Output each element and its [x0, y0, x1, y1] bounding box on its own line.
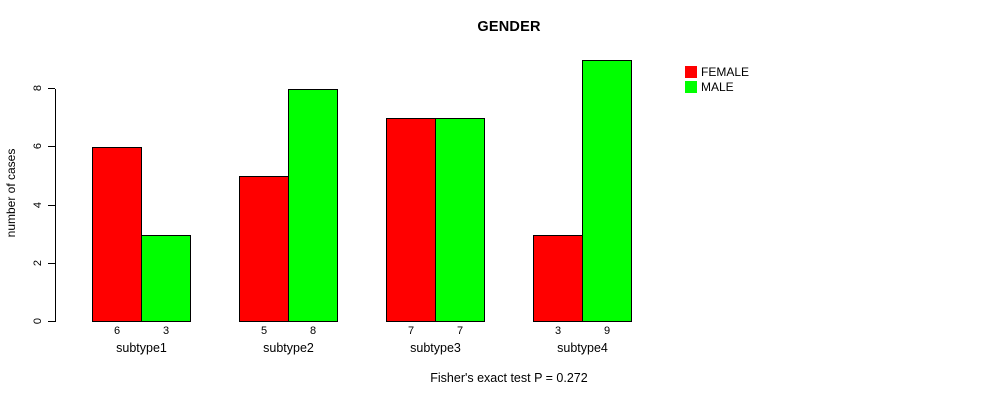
y-tick-label: 6 — [32, 142, 44, 150]
y-tick-label: 8 — [32, 84, 44, 92]
bar-value-label: 7 — [456, 325, 464, 337]
female-color-swatch — [685, 66, 697, 78]
bar-value-label: 9 — [603, 325, 611, 337]
category-label-subtype4: subtype4 — [557, 341, 608, 355]
y-tick-label: 4 — [32, 201, 44, 209]
y-tick-label: 0 — [32, 317, 44, 325]
legend: FEMALE MALE — [685, 65, 749, 95]
legend-item-male: MALE — [685, 80, 749, 94]
bar-value-label: 3 — [162, 325, 170, 337]
bar-value-label: 5 — [260, 325, 268, 337]
bar-value-label: 6 — [113, 325, 121, 337]
bar-female-subtype2 — [239, 176, 289, 322]
y-tick-label: 2 — [32, 259, 44, 267]
bar-value-label: 7 — [407, 325, 415, 337]
annotation-text: Fisher's exact test P = 0.272 — [430, 371, 588, 385]
bar-male-subtype3 — [435, 118, 485, 322]
bar-male-subtype4 — [582, 60, 632, 322]
y-axis-tick — [48, 263, 55, 264]
bar-female-subtype4 — [533, 235, 583, 322]
bar-female-subtype3 — [386, 118, 436, 322]
y-axis-tick — [48, 205, 55, 206]
bar-value-label: 3 — [554, 325, 562, 337]
category-label-subtype3: subtype3 — [410, 341, 461, 355]
y-axis-tick — [48, 321, 55, 322]
chart-title: GENDER — [477, 19, 541, 35]
legend-item-female: FEMALE — [685, 65, 749, 79]
y-axis-line — [55, 89, 56, 322]
bar-male-subtype1 — [141, 235, 191, 322]
legend-label-male: MALE — [701, 80, 734, 94]
bar-value-label: 8 — [309, 325, 317, 337]
y-axis-tick — [48, 146, 55, 147]
bar-male-subtype2 — [288, 89, 338, 322]
y-axis-label: number of cases — [4, 148, 18, 238]
category-label-subtype2: subtype2 — [263, 341, 314, 355]
category-label-subtype1: subtype1 — [116, 341, 167, 355]
legend-label-female: FEMALE — [701, 65, 750, 79]
male-color-swatch — [685, 81, 697, 93]
y-axis-tick — [48, 88, 55, 89]
bar-female-subtype1 — [92, 147, 142, 322]
